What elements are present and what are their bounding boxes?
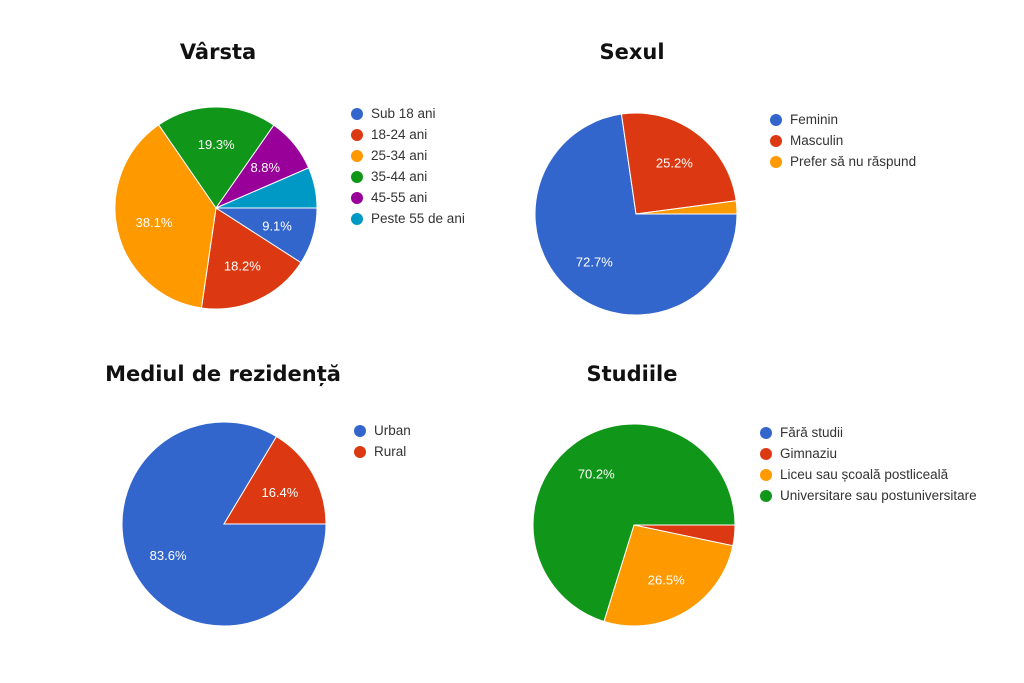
legend: Sub 18 ani 18-24 ani 25-34 ani 35-44 ani 45-…: [351, 103, 465, 229]
legend-item-45-55-ani: 45-55 ani: [351, 187, 465, 208]
slice-label-25-34-ani: 38.1%: [136, 215, 173, 230]
legend-item-sub-18-ani: Sub 18 ani: [351, 103, 465, 124]
legend-color-dot: [770, 113, 782, 126]
chart-title: Mediul de rezidență: [105, 362, 341, 386]
legend-label: Prefer să nu răspund: [790, 154, 917, 169]
legend-item-masculin: Masculin: [770, 130, 916, 151]
legend-label: Urban: [374, 423, 411, 438]
legend-item-peste-55-de-ani: Peste 55 de ani: [351, 208, 465, 229]
legend-color-dot: [351, 149, 363, 162]
legend-item-rural: Rural: [354, 441, 411, 462]
legend-label: 45-55 ani: [371, 190, 428, 205]
chart-title: Vârsta: [179, 40, 257, 64]
legend-color-dot: [760, 468, 772, 481]
slice-label-sub-18-ani: 9.1%: [262, 218, 292, 233]
slice-label-feminin: 72.7%: [576, 255, 613, 270]
legend-label: Sub 18 ani: [371, 106, 436, 121]
pie-slice-universitare-sau-postuniversitare: [532, 423, 736, 623]
legend-label: 18-24 ani: [371, 127, 428, 142]
chart-title: Sexul: [599, 40, 665, 64]
legend-item-fara-studii: Fără studii: [760, 422, 977, 443]
legend-color-dot: [354, 424, 366, 437]
legend-label: Gimnaziu: [780, 446, 838, 461]
slice-label-rural: 16.4%: [261, 485, 298, 500]
chart-title: Studiile: [586, 362, 678, 386]
legend-color-dot: [760, 489, 772, 502]
legend-item-18-24-ani: 18-24 ani: [351, 124, 465, 145]
pie-slice-masculin: [620, 112, 737, 215]
slice-label-urban: 83.6%: [150, 548, 187, 563]
pie-slice-25-34-ani: [114, 124, 217, 309]
slice-label-masculin: 25.2%: [656, 156, 693, 171]
legend-item-prefer-sa-nu-raspund: Prefer să nu răspund: [770, 151, 916, 172]
legend-color-dot: [351, 128, 363, 141]
legend-color-dot: [351, 170, 363, 183]
legend-label: Rural: [374, 444, 407, 459]
legend-label: Liceu sau școală postliceală: [780, 467, 949, 482]
legend-item-gimnaziu: Gimnaziu: [760, 443, 977, 464]
legend-color-dot: [760, 426, 772, 439]
slice-label-liceu-sau-scoala-postliceala: 26.5%: [648, 572, 685, 587]
legend-item-35-44-ani: 35-44 ani: [351, 166, 465, 187]
legend-color-dot: [351, 212, 363, 225]
legend-color-dot: [351, 107, 363, 120]
legend: Fără studii Gimnaziu Liceu sau școală post…: [760, 422, 977, 506]
pie-slice-feminin: [534, 113, 738, 316]
legend-item-urban: Urban: [354, 420, 411, 441]
pie-slice-prefer-sa-nu-raspund: [635, 200, 738, 215]
slice-label-18-24-ani: 18.2%: [224, 258, 261, 273]
pie-slice-peste-55-de-ani: [215, 167, 318, 209]
legend-label: Peste 55 de ani: [371, 211, 465, 226]
legend-label: Fără studii: [780, 425, 844, 440]
legend-color-dot: [760, 447, 772, 460]
legend-label: Masculin: [790, 133, 844, 148]
legend-color-dot: [770, 134, 782, 147]
legend-color-dot: [351, 191, 363, 204]
legend-color-dot: [354, 445, 366, 458]
legend-item-25-34-ani: 25-34 ani: [351, 145, 465, 166]
legend: Urban Rural: [354, 420, 411, 462]
slice-label-45-55-ani: 8.8%: [250, 160, 280, 175]
legend-label: Feminin: [790, 112, 839, 127]
pie-slice-35-44-ani: [158, 106, 275, 209]
pie-slice-rural: [223, 435, 327, 525]
legend-label: 35-44 ani: [371, 169, 428, 184]
legend: Feminin Masculin Prefer să nu răspund: [770, 109, 916, 172]
slice-label-universitare-sau-postuniversitare: 70.2%: [578, 466, 615, 481]
legend-label: 25-34 ani: [371, 148, 428, 163]
legend-item-feminin: Feminin: [770, 109, 916, 130]
legend-item-liceu-sau-scoala-postliceala: Liceu sau școală postliceală: [760, 464, 977, 485]
legend-label: Universitare sau postuniversitare: [780, 488, 977, 503]
pie-slice-liceu-sau-scoala-postliceala: [603, 524, 734, 627]
legend-color-dot: [770, 155, 782, 168]
legend-item-universitare-sau-postuniversitare: Universitare sau postuniversitare: [760, 485, 977, 506]
slice-label-35-44-ani: 19.3%: [198, 137, 235, 152]
pie-slice-18-24-ani: [200, 207, 302, 310]
